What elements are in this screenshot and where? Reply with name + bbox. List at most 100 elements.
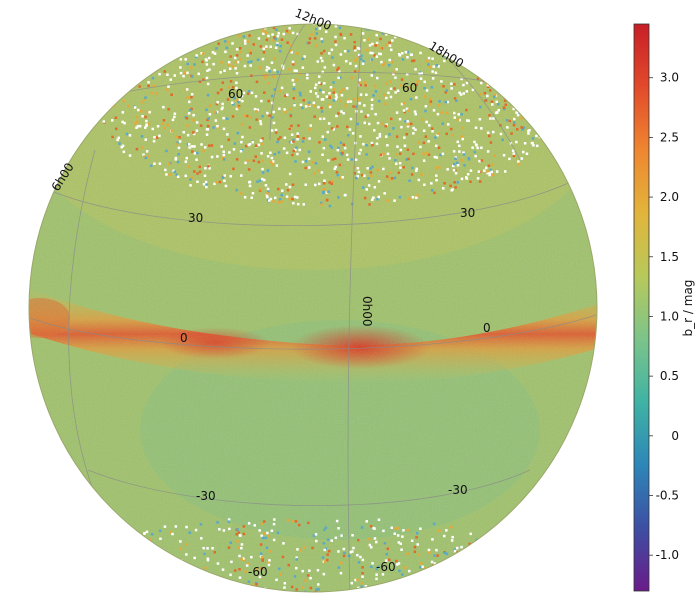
- speckle: [401, 535, 404, 538]
- speckle: [460, 77, 463, 81]
- speckle: [376, 197, 379, 201]
- speckle: [202, 149, 205, 152]
- speckle: [419, 145, 422, 149]
- speckle: [521, 561, 525, 565]
- speckle: [255, 24, 259, 27]
- speckle: [226, 117, 229, 120]
- speckle: [220, 61, 223, 64]
- speckle: [405, 158, 408, 161]
- speckle: [246, 54, 249, 57]
- speckle: [451, 575, 455, 579]
- speckle: [511, 573, 514, 576]
- speckle: [337, 566, 341, 569]
- speckle: [306, 76, 309, 80]
- speckle: [235, 81, 238, 85]
- speckle: [196, 593, 199, 596]
- speckle: [196, 172, 199, 175]
- speckle: [322, 191, 325, 195]
- speckle: [205, 185, 208, 189]
- speckle: [432, 522, 436, 526]
- speckle: [318, 81, 321, 84]
- speckle: [462, 153, 466, 156]
- speckle: [428, 31, 432, 34]
- speckle: [486, 94, 489, 98]
- speckle: [188, 146, 191, 149]
- speckle: [111, 119, 114, 122]
- speckle: [263, 30, 266, 33]
- speckle: [502, 580, 505, 584]
- speckle: [279, 44, 282, 48]
- speckle: [520, 157, 523, 160]
- speckle: [319, 56, 323, 60]
- speckle: [107, 548, 110, 551]
- speckle: [419, 527, 422, 530]
- speckle: [416, 543, 419, 546]
- speckle: [113, 541, 116, 544]
- speckle: [339, 76, 342, 79]
- speckle: [476, 146, 479, 150]
- speckle: [136, 125, 140, 128]
- speckle: [143, 532, 146, 535]
- speckle: [290, 133, 294, 136]
- speckle: [432, 30, 435, 33]
- speckle: [328, 181, 331, 184]
- speckle: [281, 67, 285, 70]
- speckle: [227, 546, 231, 549]
- speckle: [330, 127, 334, 130]
- speckle: [309, 124, 312, 127]
- speckle: [141, 75, 145, 78]
- speckle: [328, 549, 331, 553]
- speckle: [402, 529, 405, 532]
- speckle: [268, 550, 272, 553]
- speckle: [385, 82, 388, 85]
- speckle: [275, 28, 278, 31]
- speckle: [163, 561, 166, 565]
- speckle: [493, 78, 497, 82]
- speckle: [131, 541, 134, 545]
- speckle: [276, 34, 280, 38]
- speckle: [287, 18, 290, 21]
- speckle: [302, 203, 305, 206]
- speckle: [435, 548, 438, 552]
- speckle: [173, 43, 177, 46]
- speckle: [413, 24, 417, 28]
- speckle: [135, 147, 139, 151]
- speckle: [365, 24, 368, 26]
- speckle: [248, 34, 251, 37]
- speckle: [185, 117, 189, 120]
- speckle: [261, 171, 265, 174]
- speckle: [255, 591, 259, 592]
- speckle: [148, 61, 152, 64]
- speckle: [508, 157, 511, 161]
- speckle: [349, 100, 353, 103]
- speckle: [111, 135, 114, 139]
- speckle: [385, 96, 388, 100]
- speckle: [116, 138, 119, 142]
- speckle: [413, 545, 417, 549]
- speckle: [450, 539, 454, 542]
- speckle: [368, 543, 372, 547]
- speckle: [307, 103, 311, 107]
- speckle: [454, 186, 457, 189]
- speckle: [326, 538, 330, 541]
- speckle: [507, 96, 511, 100]
- speckle: [221, 106, 224, 109]
- speckle: [238, 534, 242, 537]
- speckle: [308, 137, 311, 140]
- speckle: [370, 98, 374, 101]
- speckle: [343, 551, 346, 555]
- speckle: [427, 56, 431, 60]
- speckle: [388, 133, 391, 136]
- speckle: [364, 81, 367, 84]
- speckle: [155, 577, 159, 581]
- speckle: [414, 68, 417, 71]
- speckle: [213, 52, 217, 55]
- speckle: [414, 112, 417, 116]
- speckle: [190, 107, 193, 111]
- speckle: [212, 126, 215, 129]
- speckle: [235, 533, 238, 536]
- speckle: [339, 99, 342, 103]
- ra-meridian-12h: [269, 24, 306, 141]
- speckle: [422, 152, 425, 156]
- speckle: [299, 94, 302, 97]
